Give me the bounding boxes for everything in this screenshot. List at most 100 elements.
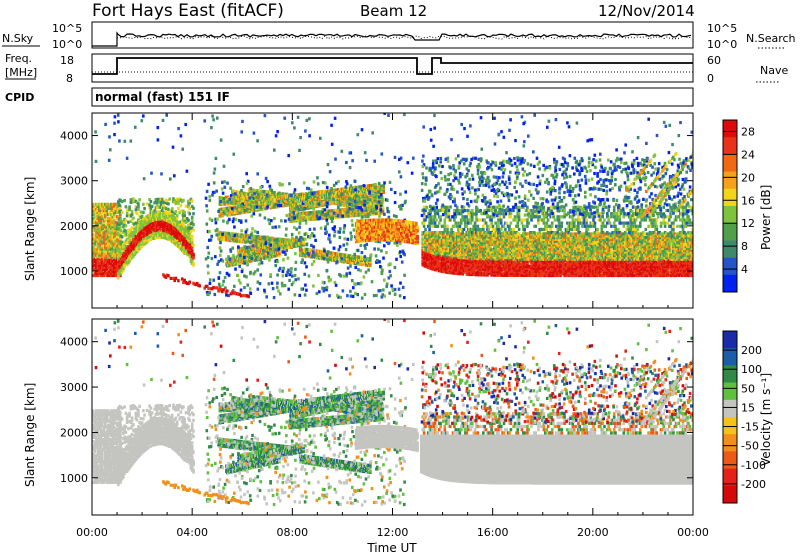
power-cell bbox=[104, 202, 107, 206]
power-cell bbox=[114, 231, 118, 235]
power-cell bbox=[93, 243, 97, 247]
power-cell bbox=[98, 241, 101, 245]
power-cell bbox=[101, 263, 104, 267]
power-cell bbox=[190, 238, 194, 242]
power-cell bbox=[96, 206, 100, 211]
power-cell bbox=[359, 261, 362, 265]
power-cell bbox=[92, 208, 95, 213]
power-cell bbox=[105, 271, 109, 276]
power-cell bbox=[123, 220, 126, 224]
power-cell bbox=[101, 245, 104, 249]
power-cell bbox=[127, 231, 130, 235]
power-cell bbox=[110, 213, 113, 217]
power-cell bbox=[167, 207, 170, 211]
power-cell bbox=[92, 202, 95, 206]
freq-unit: [MHz] bbox=[5, 66, 37, 79]
power-cell bbox=[114, 263, 118, 267]
power-cell bbox=[113, 235, 116, 239]
power-cell bbox=[93, 219, 97, 223]
power-cell bbox=[108, 253, 112, 257]
power-cell bbox=[92, 265, 95, 269]
power-cell bbox=[107, 273, 110, 278]
power-cell bbox=[96, 219, 100, 223]
power-cell bbox=[101, 269, 104, 273]
power-cell bbox=[125, 211, 129, 215]
power-cell bbox=[189, 256, 193, 260]
power-cell bbox=[117, 239, 121, 243]
power-cell bbox=[99, 213, 103, 217]
station-title: Fort Hays East (fitACF) bbox=[92, 1, 284, 21]
power-cell bbox=[307, 201, 310, 205]
power-cell bbox=[117, 229, 121, 233]
power-cell bbox=[96, 233, 100, 237]
power-cell bbox=[98, 269, 101, 273]
power-cell bbox=[110, 223, 113, 227]
power-cell bbox=[104, 243, 107, 247]
nave-label: Nave bbox=[760, 64, 788, 77]
power-cell bbox=[190, 258, 194, 262]
power-cell bbox=[105, 213, 109, 217]
power-cell bbox=[113, 233, 116, 237]
power-cell bbox=[104, 210, 107, 215]
power-cell bbox=[111, 225, 115, 229]
power-cell bbox=[104, 255, 107, 259]
power-cell bbox=[108, 265, 112, 269]
power-cell bbox=[110, 257, 113, 261]
power-cell bbox=[113, 261, 116, 265]
power-cell bbox=[111, 229, 115, 233]
power-cell bbox=[95, 261, 98, 265]
power-cell bbox=[117, 227, 120, 231]
power-cell bbox=[95, 206, 98, 211]
power-cell bbox=[148, 198, 151, 202]
power-cell bbox=[104, 231, 107, 235]
power-cell bbox=[188, 225, 191, 229]
power-cell bbox=[116, 210, 119, 215]
power-cell bbox=[122, 266, 125, 270]
power-cell bbox=[110, 206, 113, 211]
power-cell bbox=[95, 237, 98, 241]
power-cell bbox=[98, 204, 101, 208]
power-cell bbox=[111, 217, 115, 221]
power-cell bbox=[98, 213, 101, 217]
power-cell bbox=[95, 255, 98, 259]
power-cell bbox=[104, 263, 107, 267]
power-cell bbox=[114, 251, 118, 255]
power-cell bbox=[104, 233, 107, 237]
power-cell bbox=[114, 225, 118, 229]
power-cell bbox=[92, 221, 95, 225]
power-cell bbox=[92, 251, 95, 255]
power-cell bbox=[124, 224, 128, 228]
power-cell bbox=[334, 208, 338, 212]
power-cell bbox=[93, 251, 97, 255]
power-cell bbox=[92, 229, 95, 233]
power-cell bbox=[122, 259, 125, 263]
power-cell bbox=[351, 204, 354, 208]
power-cell bbox=[224, 209, 228, 213]
power-cell bbox=[104, 235, 107, 239]
power-cell bbox=[101, 273, 104, 278]
power-cell bbox=[119, 237, 123, 241]
power-cell bbox=[105, 241, 109, 245]
power-cell bbox=[159, 212, 163, 216]
power-cell bbox=[105, 243, 109, 247]
power-cell bbox=[104, 237, 107, 241]
power-cell bbox=[177, 201, 180, 205]
power-cell bbox=[101, 233, 104, 237]
power-cell bbox=[105, 263, 109, 267]
power-cell bbox=[110, 227, 113, 231]
power-cell bbox=[188, 206, 191, 210]
power-cell bbox=[160, 223, 164, 227]
power-cell bbox=[92, 217, 95, 221]
power-cell bbox=[99, 233, 103, 237]
power-cell bbox=[107, 219, 110, 223]
power-cell bbox=[104, 259, 107, 263]
power-cell bbox=[188, 212, 191, 216]
power-cell bbox=[96, 259, 100, 263]
power-cell bbox=[134, 221, 138, 225]
power-cell bbox=[110, 271, 113, 276]
power-cell bbox=[113, 215, 116, 219]
power-cell bbox=[104, 245, 107, 249]
power-cell bbox=[95, 263, 98, 267]
power-cell bbox=[116, 241, 119, 245]
